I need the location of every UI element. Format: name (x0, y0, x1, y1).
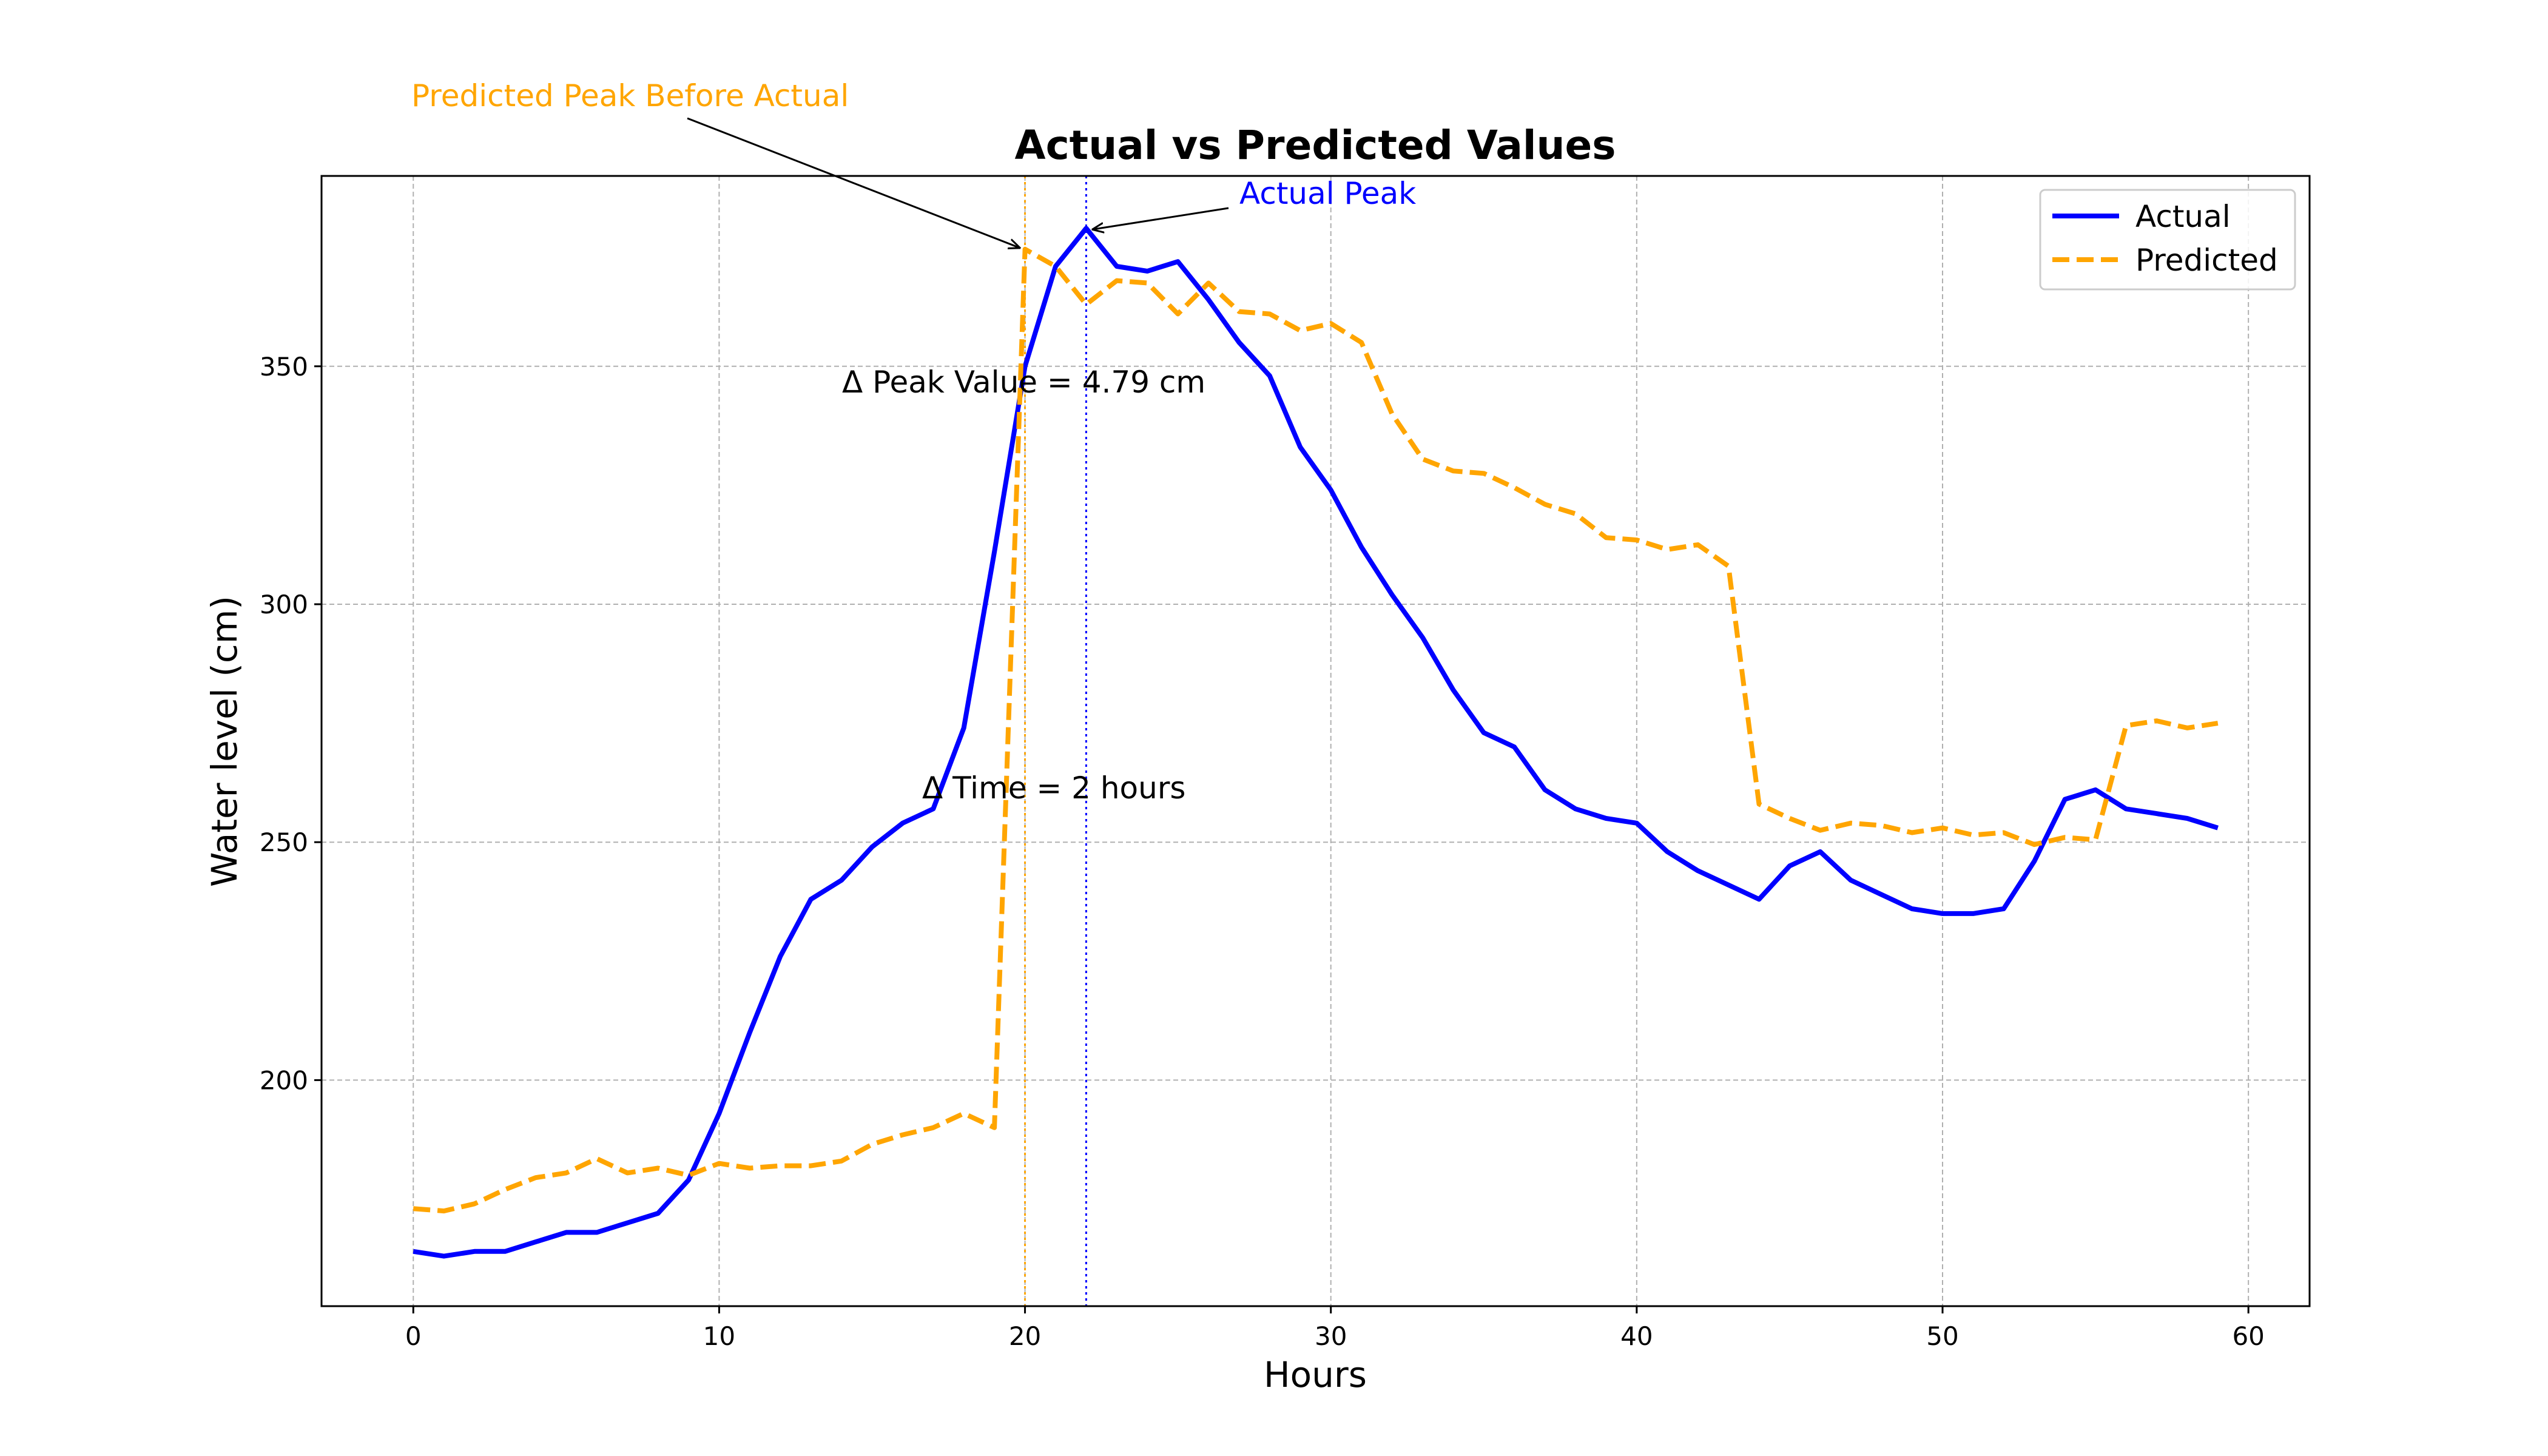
predicted-peak-annotation: Predicted Peak Before Actual (411, 78, 849, 113)
x-tick-label: 10 (703, 1321, 735, 1351)
legend: Actual Predicted (2039, 189, 2296, 291)
x-axis-label: Hours (1264, 1354, 1367, 1395)
x-tick-label: 20 (1009, 1321, 1041, 1351)
x-tick-label: 60 (2232, 1321, 2264, 1351)
plot-frame (320, 175, 2311, 1307)
actual-peak-arrow (1092, 207, 1229, 229)
predicted-peak-arrow (687, 117, 1020, 248)
chart-title: Actual vs Predicted Values (1014, 122, 1616, 169)
delta-time-annotation: Δ Time = 2 hours (922, 770, 1185, 806)
y-tick-label: 300 (260, 590, 308, 619)
actual-peak-annotation: Actual Peak (1239, 176, 1416, 211)
series-line-actual (413, 226, 2219, 1259)
x-tick-label: 30 (1315, 1321, 1347, 1351)
x-tick-label: 0 (405, 1321, 422, 1351)
y-tick-label: 200 (260, 1065, 308, 1095)
y-tick-label: 350 (260, 352, 308, 382)
legend-label-predicted: Predicted (2135, 243, 2278, 278)
y-axis-label: Water level (cm) (204, 596, 245, 887)
y-tick-label: 250 (260, 827, 308, 857)
annotations: Predicted Peak Before Actual Actual Peak… (411, 78, 1416, 806)
x-tick-label: 40 (1620, 1321, 1653, 1351)
delta-peak-annotation: Δ Peak Value = 4.79 cm (842, 365, 1205, 400)
series-line-predicted (413, 246, 2219, 1214)
axis-ticks: 0 10 20 30 40 50 60 200 250 300 350 (260, 352, 2265, 1351)
x-tick-label: 50 (1926, 1321, 1958, 1351)
legend-label-actual: Actual (2135, 199, 2231, 234)
series-lines (413, 226, 2219, 1259)
